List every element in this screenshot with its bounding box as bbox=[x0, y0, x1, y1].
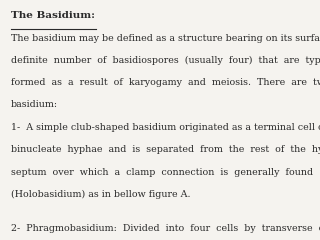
Text: The Basidium:: The Basidium: bbox=[11, 11, 95, 20]
Text: formed  as  a  result  of  karyogamy  and  meiosis.  There  are  two  types  of: formed as a result of karyogamy and meio… bbox=[11, 78, 320, 87]
Text: binucleate  hyphae  and  is  separated  from  the  rest  of  the  hypha  by  a: binucleate hyphae and is separated from … bbox=[11, 145, 320, 155]
Text: (Holobasidium) as in bellow figure A.: (Holobasidium) as in bellow figure A. bbox=[11, 190, 191, 199]
Text: 2-  Phragmobasidium:  Divided  into  four  cells  by  transverse  or: 2- Phragmobasidium: Divided into four ce… bbox=[11, 224, 320, 233]
Text: 1-  A simple club-shaped basidium originated as a terminal cell of a: 1- A simple club-shaped basidium origina… bbox=[11, 123, 320, 132]
Text: septum  over  which  a  clamp  connection  is  generally  found: septum over which a clamp connection is … bbox=[11, 168, 313, 177]
Text: The basidium may be defined as a structure bearing on its surface a: The basidium may be defined as a structu… bbox=[11, 34, 320, 43]
Text: definite  number  of  basidiospores  (usually  four)  that  are  typically: definite number of basidiospores (usuall… bbox=[11, 56, 320, 65]
Text: basidium:: basidium: bbox=[11, 100, 58, 109]
